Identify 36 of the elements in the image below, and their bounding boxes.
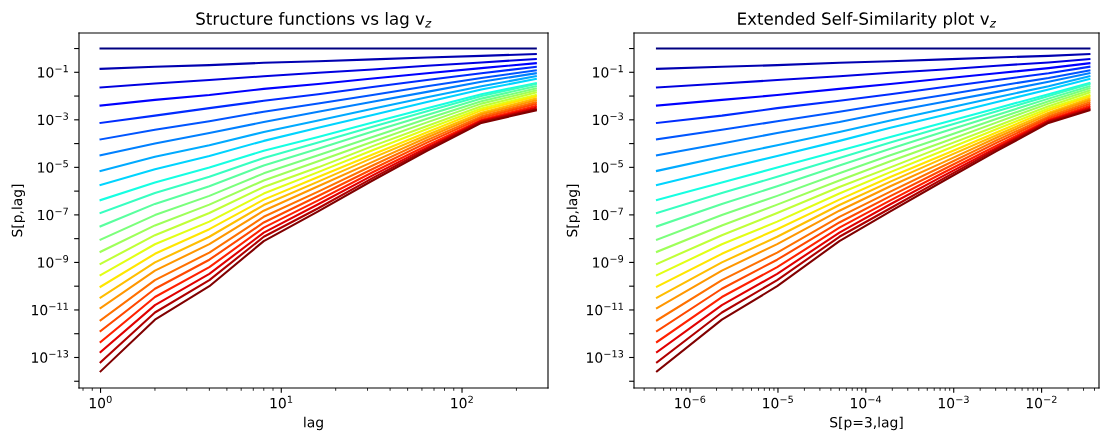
chart-title: Structure functions vs lag v$_{z}$	[196, 12, 432, 29]
x-tick-label: 10$^{1}$	[270, 395, 293, 409]
y-tick-label: 10$^{−3}$	[593, 112, 623, 126]
y-axis-title: S[p,lag]	[566, 184, 580, 237]
y-tick-label: 10$^{−3}$	[38, 112, 68, 126]
line-series	[99, 52, 537, 70]
line-series	[99, 65, 537, 124]
y-tick-label: 10$^{−11}$	[587, 302, 623, 316]
y-tick-label: 10$^{−7}$	[38, 207, 68, 221]
y-tick-label: 10$^{−1}$	[38, 65, 68, 78]
x-tick-label: 10$^{0}$	[89, 395, 112, 409]
x-tick-label: 10$^{−6}$	[675, 395, 706, 409]
line-series	[99, 62, 537, 107]
y-tick-label: 10$^{−9}$	[593, 255, 624, 268]
y-tick-label: 10$^{−5}$	[593, 160, 623, 173]
x-tick-label: 10$^{−2}$	[1026, 395, 1057, 409]
x-axis-title: lag	[304, 416, 323, 431]
x-tick-label: 10$^{−4}$	[851, 395, 882, 409]
y-tick-label: 10$^{−7}$	[593, 207, 623, 221]
y-tick-label: 10$^{−1}$	[593, 65, 623, 78]
line-series	[99, 75, 537, 172]
line-series	[99, 78, 537, 187]
line-series	[99, 72, 537, 157]
x-tick-label: 10$^{−5}$	[763, 395, 793, 409]
chart-title: Extended Self-Similarity plot v$_{z}$	[738, 12, 997, 29]
line-series	[99, 69, 537, 141]
y-axis-title: S[p,lag]	[11, 184, 25, 237]
y-tick-label: 10$^{−13}$	[32, 350, 69, 363]
x-tick-label: 10$^{2}$	[451, 395, 473, 409]
y-tick-label: 10$^{−11}$	[32, 302, 68, 316]
y-tick-label: 10$^{−13}$	[587, 350, 624, 363]
line-series	[99, 58, 537, 89]
y-tick-label: 10$^{−5}$	[38, 160, 68, 173]
x-tick-label: 10$^{−3}$	[938, 395, 969, 409]
y-tick-label: 10$^{−9}$	[38, 255, 69, 268]
x-axis-title: S[p=3,lag]	[830, 416, 903, 431]
